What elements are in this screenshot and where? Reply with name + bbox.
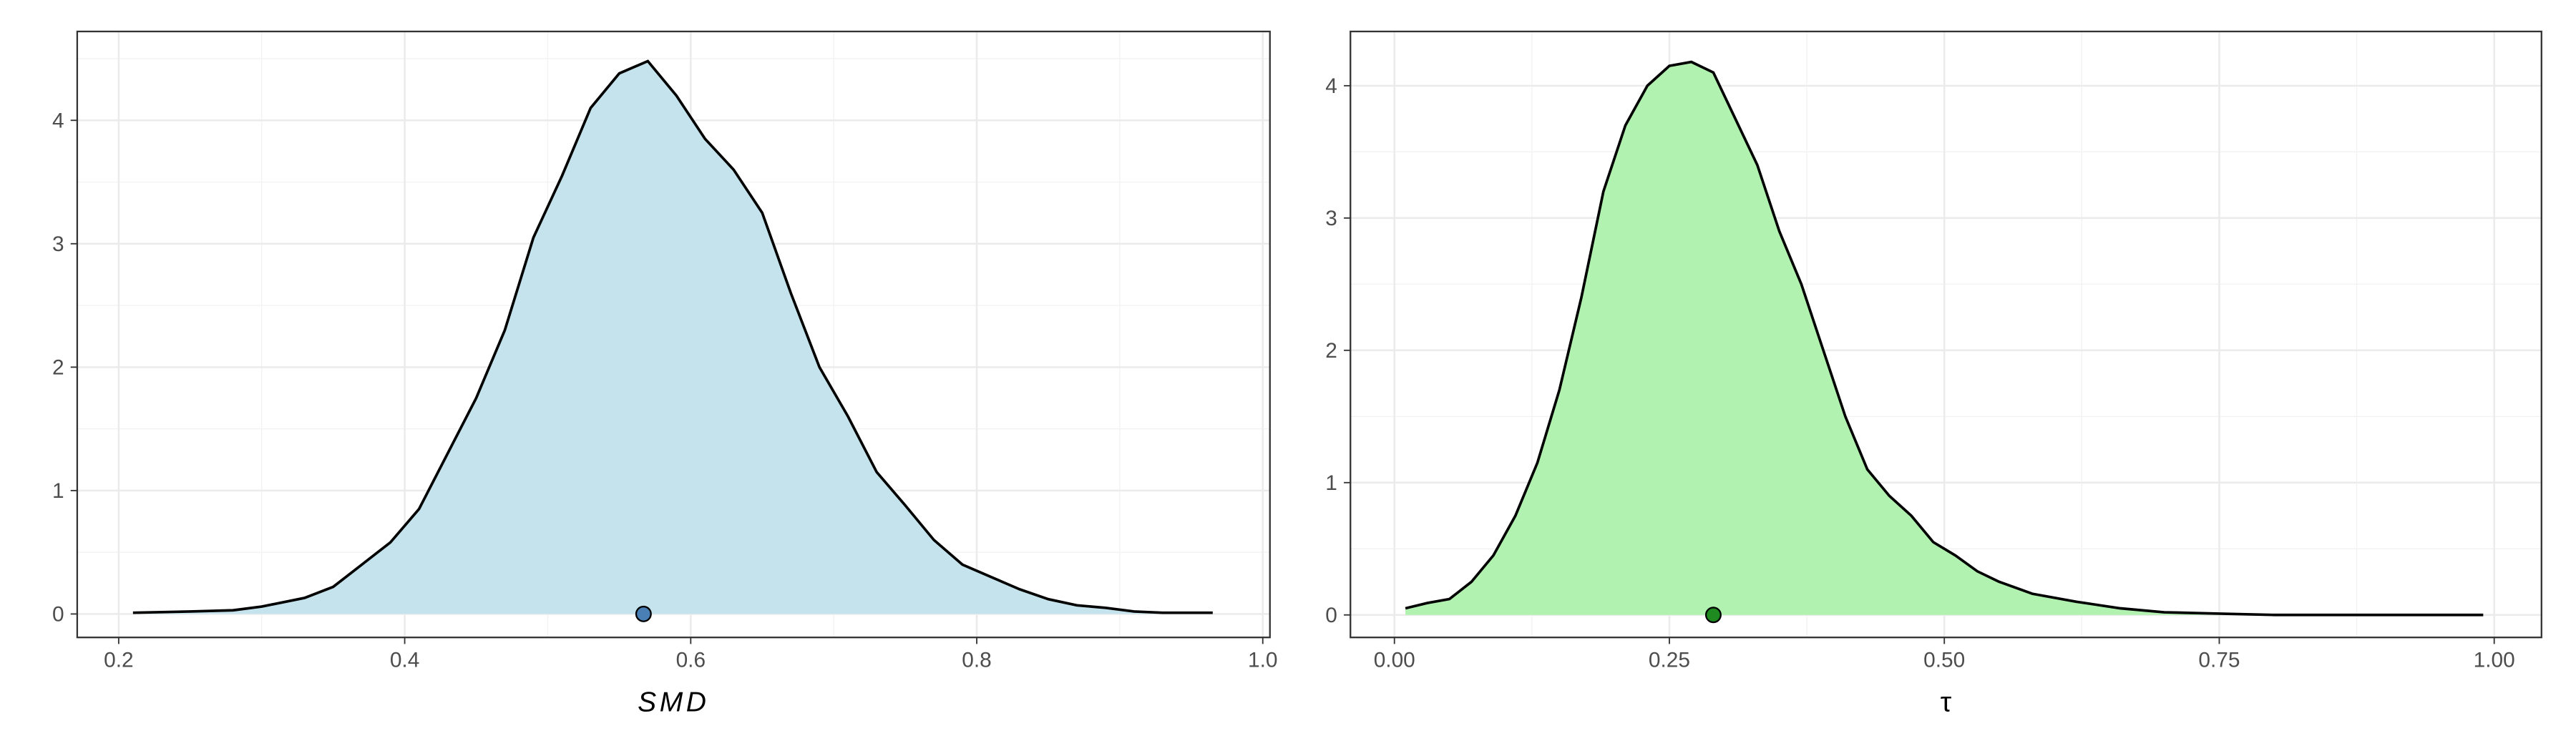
y-tick-label: 0: [52, 603, 64, 627]
point-estimate: [1704, 607, 1722, 624]
density-line: [1405, 60, 2484, 617]
y-tick-label: 0: [1325, 604, 1337, 627]
point-estimate: [635, 605, 652, 622]
y-tick-label: 3: [52, 232, 64, 256]
panel: 0.00 0.25 0.50 0.75 1.00 0 1 2 3 4 τ: [1325, 30, 2542, 718]
x-axis-label: SMD: [638, 687, 709, 718]
x-tick-label: 0.8: [962, 649, 991, 672]
density-line: [132, 59, 1213, 614]
x-axis-label: τ: [1941, 687, 1952, 718]
panel-border: [1350, 30, 2542, 639]
x-tick-label: 0.2: [104, 649, 133, 672]
y-tick-label: 4: [1325, 74, 1337, 98]
x-tick-label: 0.75: [2198, 649, 2240, 672]
density-area: [132, 61, 1213, 614]
x-tick-label: 0.25: [1649, 649, 1690, 672]
y-tick-label: 3: [1325, 207, 1337, 230]
panel: 0.2 0.4 0.6 0.8 1.0 0 1 2 3 4 SMD: [52, 30, 1277, 718]
y-tick-label: 2: [1325, 339, 1337, 363]
x-tick-label: 0.6: [676, 649, 706, 672]
x-tick-label: 1.00: [2474, 649, 2515, 672]
y-tick-label: 1: [1325, 471, 1337, 495]
x-tick-label: 0.50: [1923, 649, 1965, 672]
x-tick-label: 1.0: [1248, 649, 1277, 672]
x-tick-label: 0.4: [390, 649, 419, 672]
y-tick-label: 2: [52, 356, 64, 380]
panel-border: [76, 30, 1271, 639]
y-tick-label: 4: [52, 109, 64, 133]
density-area: [1405, 62, 2484, 615]
y-tick-label: 1: [52, 479, 64, 503]
x-tick-label: 0.00: [1374, 649, 1415, 672]
